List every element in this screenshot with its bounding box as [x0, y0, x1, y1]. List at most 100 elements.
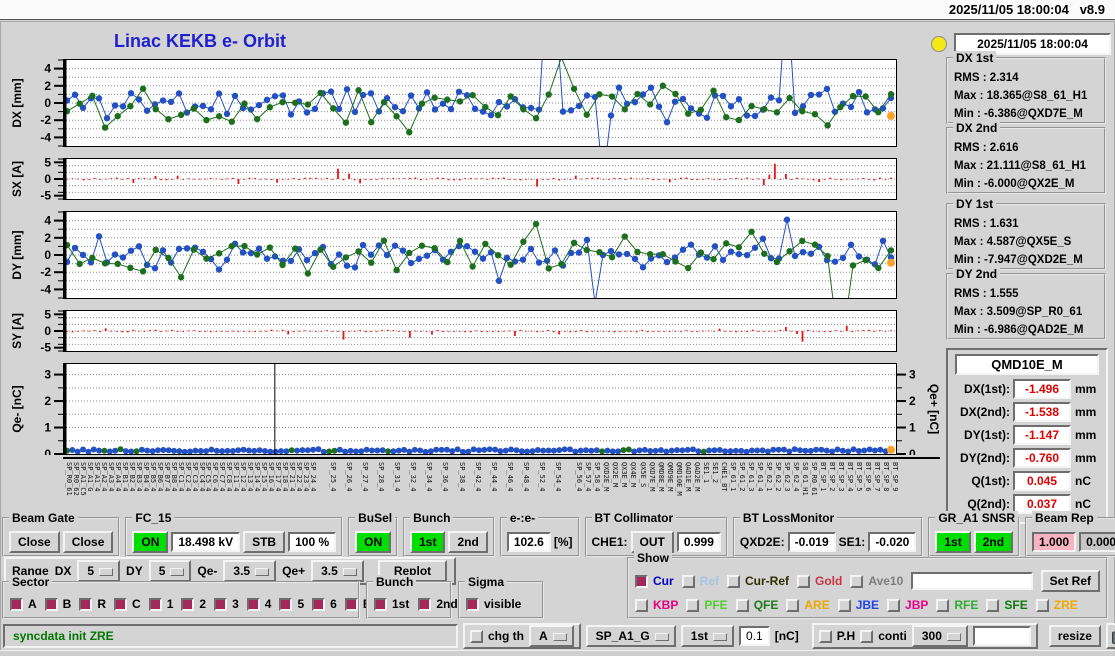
- svg-text:4: 4: [44, 214, 51, 228]
- ph-checkbox[interactable]: P.H: [818, 629, 855, 643]
- svg-text:3: 3: [909, 368, 916, 382]
- fc15-stb-button[interactable]: STB: [243, 530, 286, 553]
- checkbox-icon: [312, 597, 326, 611]
- checkbox-icon: [246, 597, 260, 611]
- svg-text:5: 5: [44, 310, 51, 321]
- show-qfe-checkbox[interactable]: QFE: [735, 598, 778, 612]
- se1-loss-field[interactable]: -0.020: [868, 531, 917, 552]
- ee-ratio-group: e-:e- 102.6 [%]: [499, 511, 580, 557]
- sector-checkbox-5[interactable]: 5: [279, 597, 304, 611]
- range-qe-plus-dropdown[interactable]: 3.5: [311, 560, 364, 582]
- sector-checkbox-2[interactable]: 2: [181, 597, 206, 611]
- qmd-monitor-name: QMD10E_M: [955, 354, 1099, 375]
- show-ref-checkbox[interactable]: Ref: [681, 574, 719, 588]
- range-qe-minus-dropdown[interactable]: 3.5: [223, 560, 277, 582]
- sigma-visible-checkbox[interactable]: visible: [466, 597, 521, 611]
- range-panel: Range DX 5 DY 5 Qe- 3.5 Qe+ 3.5 Replot: [4, 557, 456, 585]
- fc15-on-button[interactable]: ON: [132, 530, 169, 553]
- screenshot-button[interactable]: [1105, 623, 1115, 649]
- checkbox-icon: [860, 629, 874, 643]
- checkbox-icon: [635, 598, 648, 612]
- show-jbp-checkbox[interactable]: JBP: [887, 598, 928, 612]
- show-kbp-checkbox[interactable]: KBP: [635, 598, 678, 612]
- fc15-kv-field[interactable]: 18.498 kV: [171, 531, 241, 552]
- set-ref-button[interactable]: Set Ref: [1040, 570, 1100, 592]
- qmd-q2-value: 0.037: [1013, 494, 1071, 514]
- sector-select-dropdown[interactable]: A: [529, 625, 574, 647]
- bunch-filter-group: Bunch 1st 2nd: [366, 575, 458, 619]
- interval-input[interactable]: [972, 626, 1031, 646]
- checkbox-icon: [181, 597, 195, 611]
- busel-on-button[interactable]: ON: [355, 530, 392, 553]
- qmd-dy2-value: -0.760: [1013, 448, 1071, 468]
- show-rfe-checkbox[interactable]: RFE: [936, 598, 978, 612]
- checkbox-icon: [727, 574, 741, 588]
- bt-collimator-group: BT Collimator CHE1: OUT 0.999: [584, 511, 728, 557]
- dx-1st-stats-panel: DX 1st RMS : 2.314 Max : 18.365@S8_61_H1…: [946, 51, 1106, 124]
- range-dy-dropdown[interactable]: 5: [148, 560, 192, 582]
- checkbox-icon: [887, 598, 901, 612]
- range-dx-dropdown[interactable]: 5: [77, 560, 121, 582]
- sector-checkbox-b[interactable]: B: [44, 597, 71, 611]
- qmd-dx2-value: -1.538: [1013, 402, 1071, 422]
- threshold-input[interactable]: 0.1: [739, 626, 770, 646]
- checkbox-icon: [44, 597, 58, 611]
- ee-ratio-field[interactable]: 102.6: [506, 531, 551, 552]
- sector-checkbox-1[interactable]: 1: [148, 597, 173, 611]
- sector-checkbox-4[interactable]: 4: [246, 597, 271, 611]
- svg-text:SY [A]: SY [A]: [10, 313, 24, 349]
- show-jbe-checkbox[interactable]: JBE: [837, 598, 879, 612]
- show-cur-ref-checkbox[interactable]: Cur-Ref: [727, 574, 789, 588]
- interval-dropdown[interactable]: 300: [911, 625, 968, 647]
- sector-checkbox-3[interactable]: 3: [214, 597, 239, 611]
- status-message: syncdata init ZRE: [3, 624, 458, 648]
- beam-gate-close-button-2[interactable]: Close: [62, 530, 114, 553]
- stats-column: DX 1st RMS : 2.314 Max : 18.365@S8_61_H1…: [946, 51, 1112, 524]
- checkbox-icon: [114, 597, 128, 611]
- sector-checkbox-6[interactable]: 6: [312, 597, 337, 611]
- bunch-select-dropdown[interactable]: 1st: [680, 625, 735, 647]
- checkbox-icon: [635, 574, 648, 588]
- show-zre-checkbox[interactable]: ZRE: [1035, 598, 1078, 612]
- beam-rep-group: Beam Rep 1.000 0.000 [Hz] 0.000 [%]: [1025, 511, 1115, 557]
- checkbox-icon: [10, 597, 23, 611]
- svg-text:Qe+ [nC]: Qe+ [nC]: [927, 384, 940, 434]
- che1-out-button[interactable]: OUT: [630, 530, 674, 553]
- svg-text:1: 1: [909, 421, 916, 435]
- sector-group: Sector A B R C 1 2 3 4 5 6 BT: [2, 575, 379, 619]
- sector-checkbox-r[interactable]: R: [79, 597, 106, 611]
- show-pfe-checkbox[interactable]: PFE: [686, 598, 728, 612]
- show-are-checkbox[interactable]: ARE: [786, 598, 830, 612]
- checkbox-icon: [148, 597, 162, 611]
- qxd2e-loss-field[interactable]: -0.019: [787, 531, 836, 552]
- busel-group: BuSel ON: [348, 511, 399, 557]
- svg-text:-2: -2: [40, 265, 51, 279]
- monitor-select-dropdown[interactable]: SP_A1_G: [585, 625, 676, 647]
- bt-lossmonitor-group: BT LossMonitor QXD2E: -0.019 SE1: -0.020: [732, 511, 924, 557]
- fc15-percent-field[interactable]: 100 %: [288, 531, 337, 552]
- checkbox-icon: [344, 597, 358, 611]
- bunch-2nd-button[interactable]: 2nd: [448, 530, 488, 553]
- beam-gate-close-button-1[interactable]: Close: [9, 530, 60, 553]
- bunch-1st-button[interactable]: 1st: [410, 530, 446, 553]
- beam-rep-hz-field: 0.000: [1079, 531, 1115, 552]
- checkbox-icon: [466, 597, 479, 611]
- snsr-1st-button[interactable]: 1st: [935, 530, 971, 553]
- bunch-1st-checkbox[interactable]: 1st: [374, 597, 409, 611]
- bunch-2nd-checkbox[interactable]: 2nd: [418, 597, 458, 611]
- show-sfe-checkbox[interactable]: SFE: [986, 598, 1028, 612]
- chg-th-checkbox[interactable]: chg th: [470, 629, 524, 643]
- qmd-dy1-value: -1.147: [1013, 425, 1071, 445]
- show-gold-checkbox[interactable]: Gold: [797, 574, 842, 588]
- show-cur-checkbox[interactable]: Cur: [635, 574, 674, 588]
- sector-checkbox-c[interactable]: C: [114, 597, 141, 611]
- resize-button[interactable]: resize: [1048, 625, 1101, 647]
- show-ave10-checkbox[interactable]: Ave10: [850, 574, 903, 588]
- conti-checkbox[interactable]: conti: [860, 629, 907, 643]
- fc15-group: FC_15 ON 18.498 kV STB 100 %: [125, 511, 344, 557]
- sector-checkbox-a[interactable]: A: [10, 597, 37, 611]
- svg-text:-5: -5: [40, 189, 51, 200]
- snsr-2nd-button[interactable]: 2nd: [973, 530, 1014, 553]
- che1-value-field[interactable]: 0.999: [676, 531, 721, 552]
- ref-name-input[interactable]: [911, 572, 1033, 590]
